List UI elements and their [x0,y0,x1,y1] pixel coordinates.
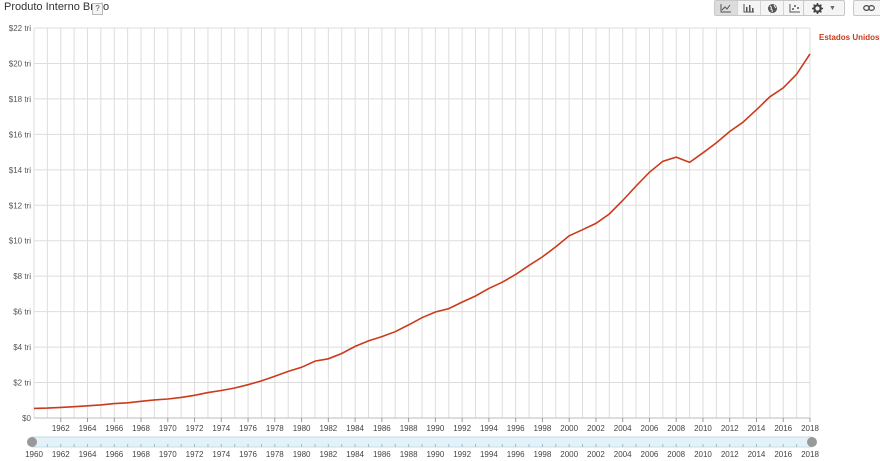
x-tick-label: 2006 [641,424,659,433]
x-tick-label: 2014 [748,424,766,433]
slider-year-label: 2010 [694,450,712,459]
series-layer [33,53,811,410]
y-tick-label: $6 tri [13,308,31,317]
series-label-estados-unidos: Estados Unidos [819,33,880,42]
globe-icon [767,3,777,13]
y-tick-label: $8 tri [13,272,31,281]
x-tick-label: 2002 [587,424,605,433]
slider-year-label: 2016 [774,450,792,459]
x-tick-label: 1980 [293,424,311,433]
chart-title: Produto Interno Bruto [4,1,110,13]
y-axis-ticks: $0 $2 tri $4 tri $6 tri $8 tri $10 tri $12 tri… [9,24,32,423]
x-tick-label: 1986 [373,424,391,433]
slider-year-label: 2004 [614,450,632,459]
vertical-gridlines [33,28,811,418]
y-tick-label: $2 tri [13,379,31,388]
x-tick-label: 1984 [346,424,364,433]
chart-header: Produto Interno Bruto ? [0,0,880,16]
slider-year-label: 1972 [186,450,204,459]
x-tick-label: 2018 [801,424,819,433]
slider-year-label: 1962 [52,450,70,459]
y-tick-label: $10 tri [9,237,31,246]
x-tick-label: 2004 [614,424,632,433]
slider-year-label: 2018 [801,450,819,459]
x-axis-ticks: 1962 1964 1966 1968 1970 1972 1974 1976 1978 1980… [52,418,819,433]
horizontal-gridlines [34,27,810,419]
x-tick-label: 2010 [694,424,712,433]
slider-handle-start[interactable] [27,437,37,447]
bar-chart-icon [743,4,754,13]
x-tick-label: 1972 [186,424,204,433]
slider-year-label: 1960 [25,450,43,459]
slider-year-label: 1986 [373,450,391,459]
x-tick-label: 1962 [52,424,70,433]
x-tick-label: 1996 [507,424,525,433]
x-tick-label: 1982 [319,424,337,433]
slider-year-label: 2012 [721,450,739,459]
slider-year-label: 1968 [132,450,150,459]
x-tick-label: 2012 [721,424,739,433]
time-range-slider[interactable]: 1960 1962 1964 1966 1968 1970 1972 1974 1976 1978… [25,436,819,459]
link-icon [863,4,875,12]
slider-year-label: 1994 [480,450,498,459]
x-tick-label: 1992 [453,424,471,433]
x-tick-label: 1976 [239,424,257,433]
settings-button[interactable]: ▼ [803,0,845,16]
x-tick-label: 1990 [426,424,444,433]
slider-year-label: 1990 [426,450,444,459]
y-tick-label: $4 tri [13,343,31,352]
y-tick-label: $16 tri [9,130,31,139]
slider-year-label: 1988 [400,450,418,459]
slider-year-label: 2008 [667,450,685,459]
x-tick-label: 1970 [159,424,177,433]
x-tick-label: 2000 [560,424,578,433]
chevron-down-icon: ▼ [829,4,836,12]
x-tick-label: 2008 [667,424,685,433]
slider-year-label: 1982 [319,450,337,459]
line-chart-icon [720,4,731,13]
scatter-chart-button[interactable] [784,1,806,15]
x-tick-label: 1964 [79,424,97,433]
scatter-chart-icon [789,4,800,13]
series-line-estados-unidos [33,53,811,410]
bar-chart-button[interactable] [738,1,761,15]
map-view-button[interactable] [761,1,784,15]
slider-year-label: 1992 [453,450,471,459]
view-toggle-group [714,0,807,16]
line-chart-button[interactable] [715,1,738,15]
y-tick-label: $18 tri [9,95,31,104]
x-tick-label: 2016 [774,424,792,433]
slider-year-label: 1984 [346,450,364,459]
y-tick-label: $14 tri [9,166,31,175]
x-tick-label: 1978 [266,424,284,433]
slider-year-label: 1966 [105,450,123,459]
slider-year-label: 2006 [641,450,659,459]
slider-year-label: 1974 [212,450,230,459]
slider-year-label: 1980 [293,450,311,459]
slider-handle-end[interactable] [807,437,817,447]
x-tick-label: 1968 [132,424,150,433]
x-tick-label: 1994 [480,424,498,433]
x-tick-label: 1966 [105,424,123,433]
x-tick-label: 1988 [400,424,418,433]
y-tick-label: $12 tri [9,201,31,210]
slider-year-label: 1970 [159,450,177,459]
slider-year-label: 2014 [748,450,766,459]
slider-year-label: 1976 [239,450,257,459]
share-link-button[interactable] [853,0,880,16]
slider-year-label: 1998 [534,450,552,459]
slider-year-label: 1996 [507,450,525,459]
y-tick-label: $0 [22,414,31,423]
gear-icon [812,2,824,14]
x-tick-label: 1974 [212,424,230,433]
slider-year-label: 1964 [79,450,97,459]
y-tick-label: $22 tri [9,24,31,33]
slider-year-label: 2000 [560,450,578,459]
slider-year-label: 1978 [266,450,284,459]
slider-year-label: 2002 [587,450,605,459]
y-tick-label: $20 tri [9,59,31,68]
help-button[interactable]: ? [92,3,103,15]
x-tick-label: 1998 [534,424,552,433]
